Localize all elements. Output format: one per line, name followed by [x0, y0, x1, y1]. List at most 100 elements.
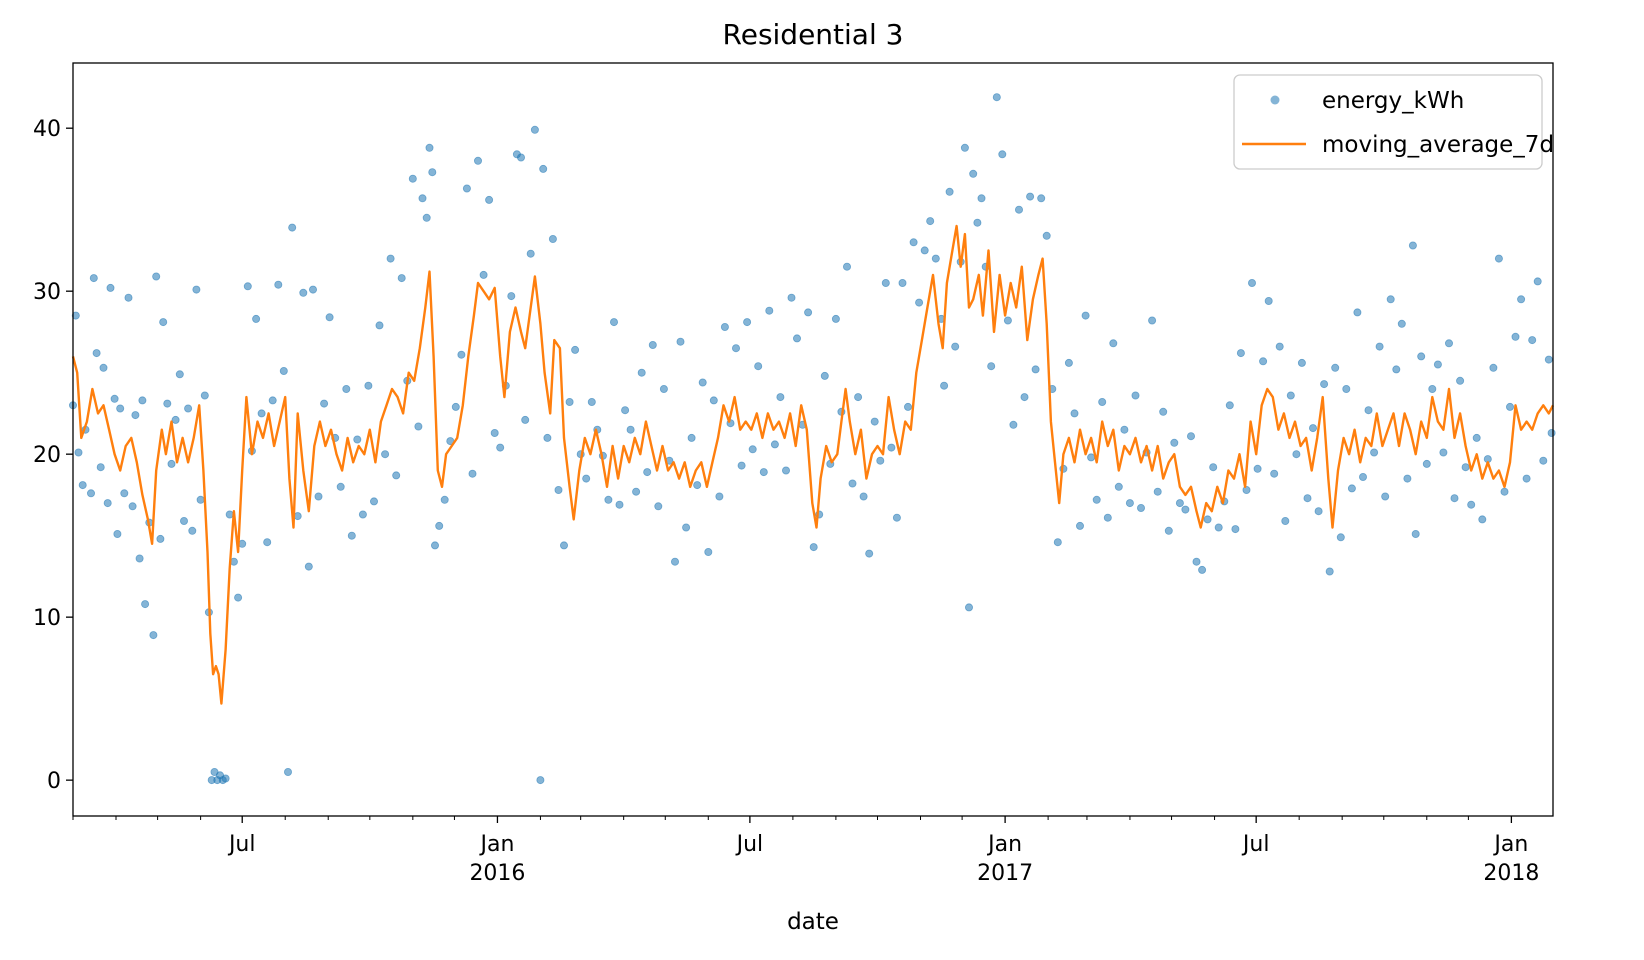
energy-point-242	[1281, 517, 1290, 526]
energy-point-83	[425, 143, 434, 152]
energy-point-27	[163, 399, 172, 408]
energy-point-103	[526, 249, 535, 258]
energy-point-75	[386, 254, 395, 263]
energy-point-235	[1242, 485, 1251, 494]
energy-point-92	[468, 469, 477, 478]
energy-point-277	[1472, 433, 1481, 442]
energy-point-126	[648, 340, 657, 349]
energy-point-133	[687, 433, 696, 442]
energy-point-122	[626, 425, 635, 434]
legend-label-energy: energy_kWh	[1322, 88, 1464, 114]
energy-point-241	[1275, 342, 1284, 351]
energy-point-199	[1042, 231, 1051, 240]
energy-point-220	[1159, 407, 1168, 416]
energy-point-211	[1109, 339, 1118, 348]
energy-point-238	[1259, 357, 1268, 366]
energy-point-227	[1198, 565, 1207, 574]
energy-point-9	[99, 363, 108, 372]
energy-point-79	[408, 174, 417, 183]
energy-point-244	[1292, 450, 1301, 459]
energy-point-226	[1192, 557, 1201, 566]
energy-point-14	[116, 404, 125, 413]
energy-point-239	[1264, 296, 1273, 305]
energy-point-251	[1331, 363, 1340, 372]
energy-point-281	[1494, 254, 1503, 263]
energy-point-131	[676, 337, 685, 346]
energy-point-146	[759, 468, 768, 477]
energy-point-70	[358, 510, 367, 519]
energy-point-81	[418, 194, 427, 203]
y-tick-label-0: 0	[47, 769, 61, 794]
energy-point-176	[926, 217, 935, 226]
energy-point-18	[131, 411, 140, 420]
energy-point-2	[74, 448, 83, 457]
energy-point-162	[848, 479, 857, 488]
energy-point-136	[704, 548, 713, 557]
energy-point-286	[1522, 474, 1531, 483]
energy-point-166	[870, 417, 879, 426]
energy-point-151	[787, 293, 796, 302]
energy-point-206	[1081, 311, 1090, 320]
energy-point-263	[1397, 319, 1406, 328]
energy-point-184	[965, 603, 974, 612]
energy-point-254	[1347, 484, 1356, 493]
x-tick-label-2: Jul	[735, 832, 764, 857]
energy-point-90	[457, 350, 466, 359]
x-axis-label: date	[787, 909, 839, 935]
plot-frame	[72, 62, 1554, 817]
energy-point-249	[1320, 380, 1329, 389]
energy-point-187	[977, 194, 986, 203]
energy-point-51	[257, 409, 266, 418]
energy-point-104	[530, 125, 539, 134]
energy-point-76	[392, 471, 401, 480]
energy-point-186	[973, 218, 982, 227]
energy-point-236	[1248, 278, 1257, 287]
energy-point-94	[479, 270, 488, 279]
energy-point-62	[314, 492, 323, 501]
energy-point-15	[120, 489, 129, 498]
y-tick-label-3: 30	[33, 280, 61, 305]
energy-point-71	[364, 381, 373, 390]
energy-point-69	[353, 435, 362, 444]
energy-point-28	[167, 459, 176, 468]
energy-point-21	[141, 600, 150, 609]
energy-point-232	[1225, 401, 1234, 410]
energy-point-106	[539, 164, 548, 173]
energy-point-193	[1009, 420, 1018, 429]
energy-point-222	[1170, 438, 1179, 447]
energy-point-24	[152, 272, 161, 281]
energy-point-128	[659, 384, 668, 393]
energy-point-67	[342, 384, 351, 393]
energy-point-198	[1037, 194, 1046, 203]
energy-point-72	[369, 497, 378, 506]
energy-point-105	[536, 776, 545, 785]
energy-point-1	[71, 311, 80, 320]
energy-point-273	[1450, 494, 1459, 503]
energy-point-142	[737, 461, 746, 470]
energy-point-203	[1064, 358, 1073, 367]
energy-point-243	[1286, 391, 1295, 400]
energy-point-56	[283, 768, 292, 777]
energy-point-207	[1087, 453, 1096, 462]
energy-point-148	[770, 440, 779, 449]
energy-point-282	[1500, 487, 1509, 496]
energy-point-181	[951, 342, 960, 351]
energy-point-96	[490, 428, 499, 437]
energy-point-54	[274, 280, 283, 289]
energy-point-264	[1403, 474, 1412, 483]
energy-point-7	[92, 349, 101, 358]
energy-point-194	[1015, 205, 1024, 214]
energy-point-33	[188, 526, 197, 535]
energy-point-119	[610, 318, 619, 327]
energy-point-77	[397, 274, 406, 283]
energy-point-64	[325, 313, 334, 322]
energy-point-99	[507, 292, 516, 301]
energy-point-25	[156, 534, 165, 543]
energy-point-138	[715, 492, 724, 501]
energy-point-107	[543, 433, 552, 442]
energy-point-145	[754, 362, 763, 371]
energy-point-152	[793, 334, 802, 343]
energy-point-101	[517, 153, 526, 162]
energy-point-34	[192, 285, 201, 294]
